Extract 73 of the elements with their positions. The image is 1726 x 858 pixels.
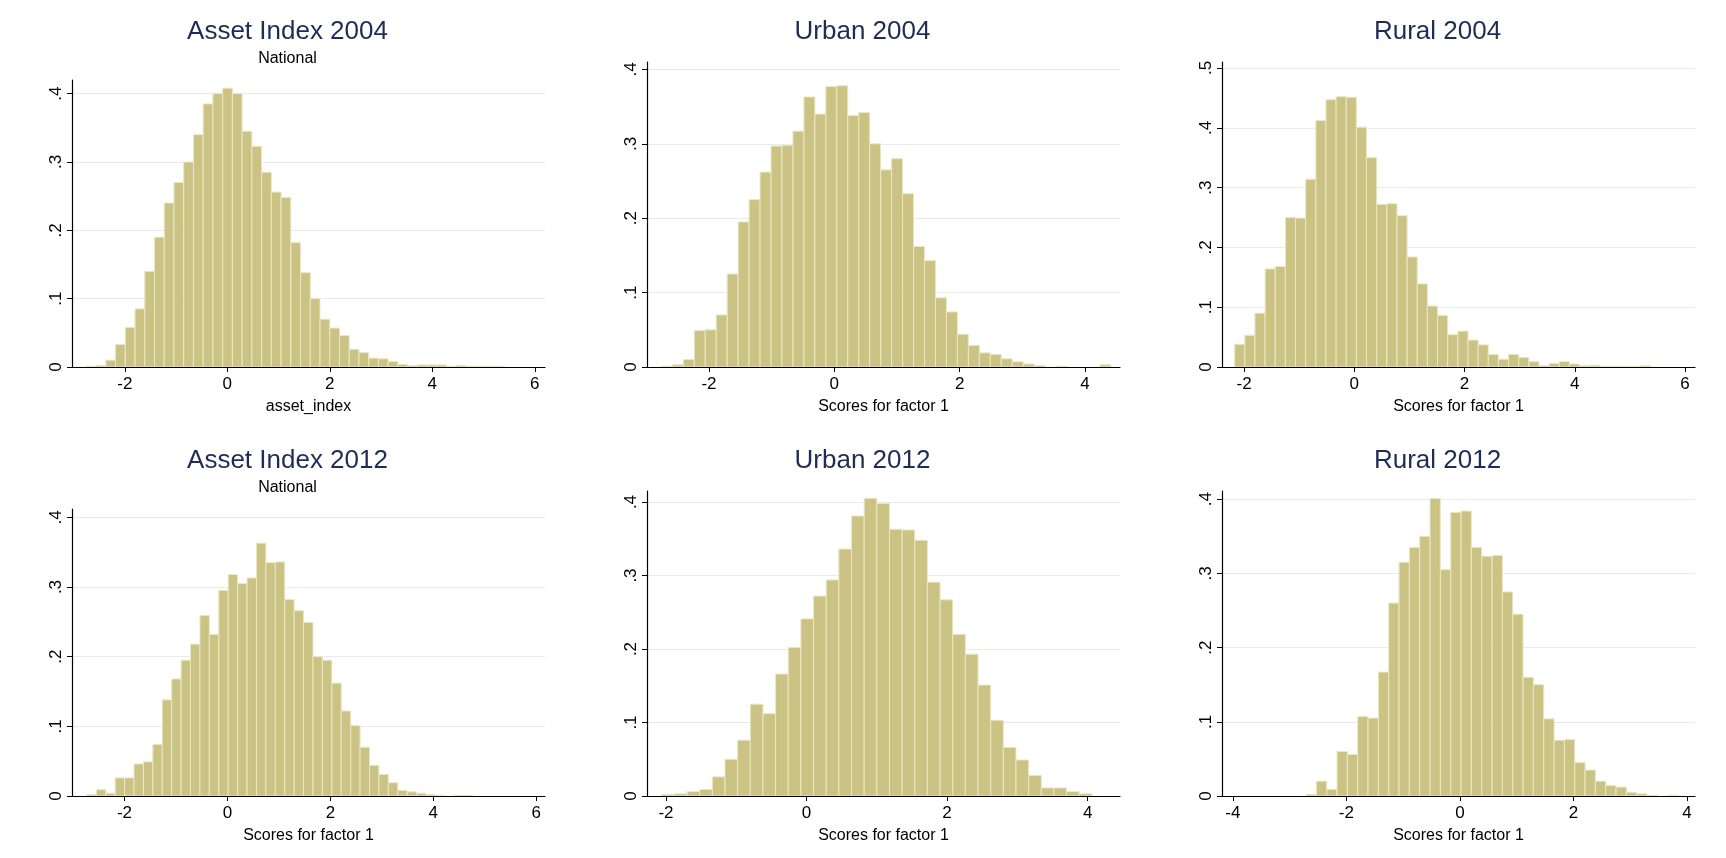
x-tick-label: 2	[1459, 374, 1470, 393]
y-tick-label: 0	[1196, 362, 1215, 372]
y-tick-label: .2	[621, 641, 640, 657]
y-tick-label: .3	[621, 136, 640, 151]
x-tick-label: 2	[325, 374, 335, 393]
chart-title: Rural 2004	[1373, 15, 1502, 45]
y-tick-label: .1	[46, 291, 65, 306]
x-tick-label: 2	[325, 803, 336, 822]
x-tick-label: 4	[1570, 374, 1580, 393]
x-tick-label: 4	[427, 374, 437, 393]
y-tick-label: .4	[46, 86, 65, 101]
y-tick-label: .4	[46, 510, 65, 525]
x-tick-label: 4	[1682, 803, 1692, 822]
y-tick-label: .2	[46, 223, 65, 238]
y-tick-label: .1	[1196, 300, 1215, 315]
x-tick-label: -2	[701, 374, 717, 393]
y-tick-label: .3	[1196, 566, 1215, 581]
x-tick-label: -4	[1225, 803, 1241, 822]
y-tick-label: .4	[1196, 120, 1215, 135]
chart-title: Urban 2004	[794, 15, 931, 45]
x-axis-title: Scores for factor 1	[1393, 396, 1524, 414]
x-axis-title: Scores for factor 1	[818, 825, 949, 843]
x-tick-label: 2	[1568, 803, 1579, 822]
x-tick-label: -2	[1338, 803, 1354, 822]
y-tick-label: .1	[621, 285, 640, 300]
y-tick-label: .5	[1196, 60, 1215, 76]
x-axis-title: Scores for factor 1	[818, 396, 949, 414]
y-tick-label: .3	[46, 154, 65, 170]
x-tick-label: 4	[428, 803, 439, 822]
x-tick-label: -2	[1236, 374, 1252, 393]
y-tick-label: .4	[1196, 492, 1215, 507]
y-tick-label: .1	[1196, 714, 1215, 729]
y-tick-label: .1	[46, 719, 65, 734]
x-axis-title: Scores for factor 1	[243, 825, 374, 843]
chart-title: Rural 2012	[1373, 444, 1502, 474]
y-tick-label: 0	[46, 791, 65, 801]
x-axis-title: asset_index	[265, 396, 352, 415]
chart-title: Urban 2012	[794, 444, 931, 474]
y-tick-label: 0	[1196, 791, 1215, 801]
y-tick-label: .3	[621, 568, 640, 583]
chart-title: Asset Index 2012	[187, 444, 388, 474]
y-tick-label: .3	[46, 579, 65, 595]
x-tick-label: 0	[1455, 803, 1465, 822]
y-tick-label: .2	[1196, 640, 1215, 655]
x-tick-label: 6	[1680, 374, 1690, 393]
y-tick-label: 0	[621, 791, 640, 801]
x-tick-label: 0	[829, 374, 840, 393]
y-tick-label: 0	[621, 362, 640, 372]
y-tick-label: .1	[621, 715, 640, 730]
x-tick-label: 0	[222, 374, 233, 393]
chart-subtitle: National	[258, 477, 317, 495]
chart-title: Asset Index 2004	[187, 15, 388, 45]
x-tick-label: 2	[954, 374, 965, 393]
y-tick-label: .2	[621, 211, 640, 226]
x-tick-label: 4	[1080, 374, 1090, 393]
y-tick-label: .4	[621, 494, 640, 510]
x-tick-label: -2	[117, 374, 133, 393]
y-tick-label: 0	[46, 362, 65, 372]
x-axis-title: Scores for factor 1	[1393, 825, 1524, 843]
x-tick-label: -2	[658, 803, 674, 822]
y-tick-label: .2	[46, 649, 65, 664]
x-tick-label: 2	[942, 803, 952, 822]
x-tick-label: 4	[1082, 803, 1093, 822]
y-tick-label: .4	[621, 62, 640, 77]
x-tick-label: -2	[116, 803, 133, 822]
x-tick-label: 6	[530, 374, 540, 393]
y-tick-label: .3	[1196, 180, 1215, 195]
x-tick-label: 0	[801, 803, 812, 822]
x-tick-label: 6	[531, 803, 541, 822]
chart-subtitle: National	[258, 48, 317, 66]
x-tick-label: 0	[1349, 374, 1360, 393]
y-tick-label: .2	[1196, 240, 1215, 255]
x-tick-label: 0	[222, 803, 233, 822]
